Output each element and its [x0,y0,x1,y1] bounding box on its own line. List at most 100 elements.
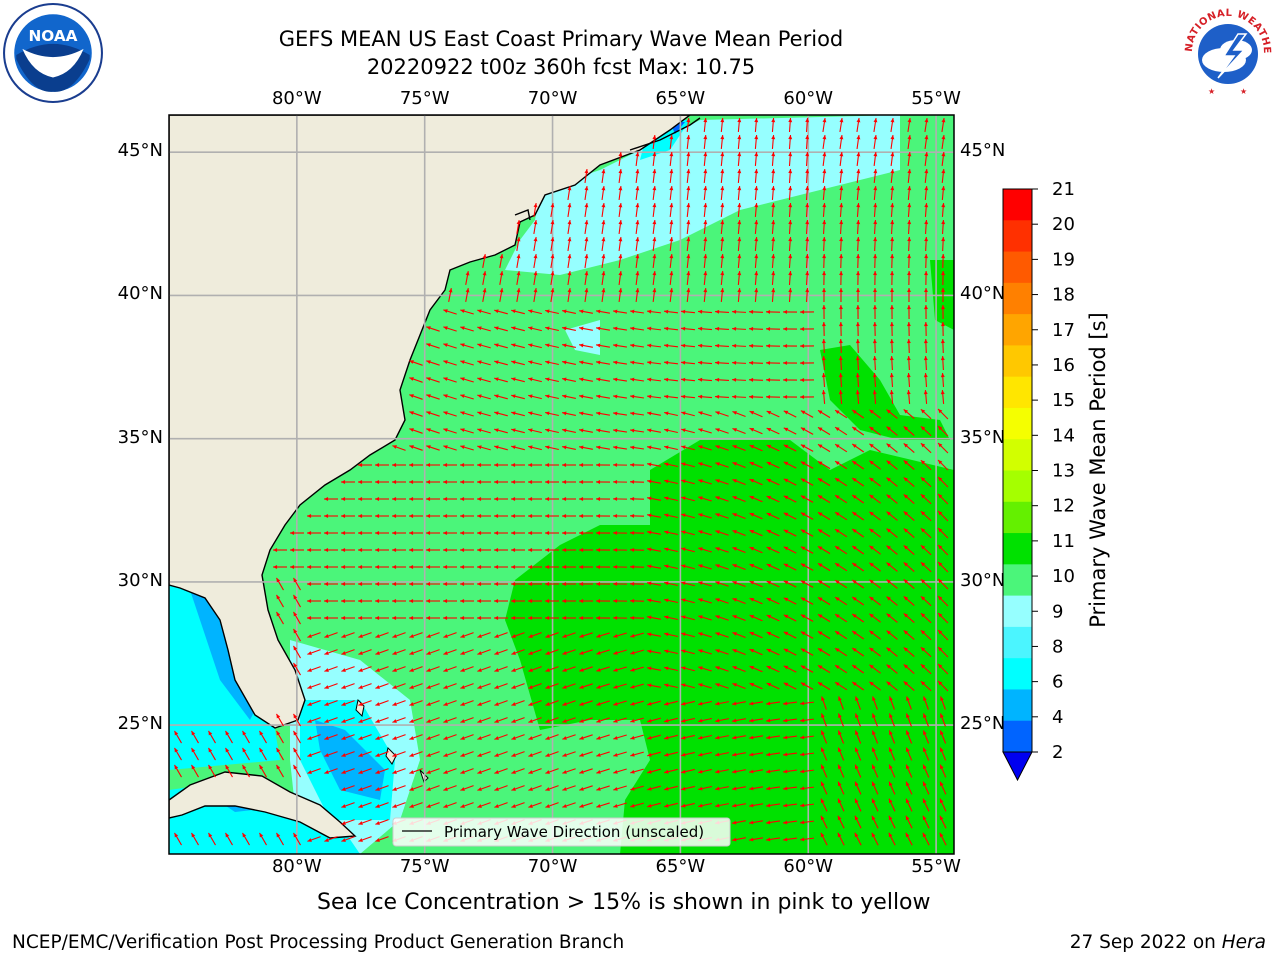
wave-direction-arrowhead [715,394,720,399]
wave-direction-arrowhead [511,565,516,569]
wave-direction-arrowhead [528,309,533,314]
wave-direction-arrowhead [409,719,414,723]
wave-direction-arrowhead [856,152,861,157]
wave-direction-arrowhead [855,390,860,395]
wave-direction-arrowhead [174,832,179,838]
wave-direction-arrowhead [681,649,686,654]
wave-direction-arrowhead [766,410,772,415]
wave-direction-arrowhead [737,288,742,293]
wave-direction-arrowhead [647,479,652,484]
wave-direction-arrowhead [511,428,516,433]
wave-direction-arrowhead [613,598,618,603]
wave-direction-arrowhead [669,152,674,157]
wave-direction-arrowhead [821,356,826,361]
wave-direction-arrowhead [618,271,623,276]
wave-direction-arrowhead [528,394,533,399]
wave-direction-arrowhead [528,565,533,569]
wave-direction-arrowhead [460,651,465,655]
ocean-field-10-11s [505,440,954,854]
wave-direction-arrowhead [477,582,482,586]
wave-direction-arrowhead [941,135,946,140]
wave-direction-arrowhead [516,220,521,225]
wave-direction-arrowhead [856,135,861,140]
wave-direction-arrowhead [903,443,909,448]
wave-direction-arrowhead [584,271,589,276]
wave-direction-arrowhead [426,753,431,757]
wave-direction-arrowhead [788,169,793,174]
wave-direction-arrowhead [545,651,550,655]
wave-direction-arrowhead [613,650,618,655]
wave-direction-arrowhead [460,719,465,723]
wave-direction-arrowhead [783,344,788,348]
wave-direction-arrowhead [460,463,465,467]
wave-direction-arrowhead [889,730,893,735]
colorbar-tick-label: 15 [1052,390,1075,411]
wave-direction-arrowhead [635,271,640,276]
wave-direction-arrowhead [852,426,857,431]
wave-direction-arrowhead [225,764,230,770]
wave-direction-arrowhead [839,220,844,225]
wave-direction-arrowhead [375,548,380,552]
wave-direction-arrowhead [630,598,635,603]
wave-direction-arrowhead [817,529,823,534]
wave-direction-arrowhead [835,410,840,415]
wave-direction-arrowhead [852,664,857,669]
wave-direction-arrowhead [494,531,499,535]
wave-direction-arrowhead [923,373,928,378]
wave-direction-arrowhead [635,203,640,208]
wave-direction-arrowhead [579,582,584,586]
wave-direction-arrowhead [528,445,533,450]
wave-direction-arrowhead [783,735,788,740]
wave-direction-arrowhead [647,718,652,723]
wave-direction-arrowhead [869,579,874,584]
wave-direction-arrowhead [838,322,843,327]
wave-direction-arrowhead [613,564,618,569]
lat-label-left: 45°N [117,140,163,162]
wave-direction-arrowhead [293,594,298,600]
wave-direction-arrowhead [732,632,737,636]
wave-direction-arrowhead [872,730,876,735]
wave-direction-arrowhead [715,598,720,602]
lon-label-top: 70°W [527,88,578,109]
wave-direction-arrowhead [443,804,448,808]
wave-direction-arrowhead [835,563,840,568]
wave-direction-arrowhead [579,377,584,382]
wave-direction-arrowhead [482,254,487,259]
wave-direction-arrowhead [869,681,874,686]
wave-direction-arrowhead [460,514,465,518]
wave-direction-arrowhead [630,394,635,399]
wave-direction-arrowhead [805,203,810,208]
wave-direction-arrowhead [681,394,686,399]
wave-direction-arrowhead [528,360,533,365]
wave-direction-arrowhead [766,820,771,825]
wave-direction-arrowhead [698,530,703,535]
colorbar-tick-label: 12 [1052,496,1075,517]
wave-direction-arrowhead [324,531,329,535]
wave-direction-arrowhead [358,736,363,740]
wave-direction-arrowhead [652,254,657,259]
wave-direction-arrowhead [890,169,895,174]
wave-direction-arrowhead [903,613,909,618]
wave-direction-arrowhead [821,373,826,378]
wave-direction-arrowhead [715,735,720,740]
wave-direction-arrowhead [886,460,891,465]
wave-direction-arrowhead [681,701,686,706]
wave-direction-arrowhead [941,203,946,208]
wave-direction-arrowhead [698,377,703,382]
wave-direction-arrowhead [647,445,652,450]
wave-direction-arrowhead [732,752,737,757]
wave-direction-arrowhead [276,747,281,753]
ocean-field-10-11s-patch [820,345,950,440]
wave-direction-arrowhead [681,803,686,808]
wave-direction-arrowhead [766,665,772,670]
wave-direction-arrowhead [938,460,943,465]
wave-direction-arrowhead [732,547,737,551]
wave-direction-arrowhead [681,479,686,484]
wave-direction-arrowhead [886,579,891,584]
wave-direction-arrowhead [749,615,755,619]
wave-direction-arrowhead [341,753,346,757]
wave-direction-arrowhead [443,651,448,655]
wave-direction-arrowhead [647,343,652,348]
wave-direction-arrowhead [494,514,499,518]
wave-direction-arrowhead [276,713,281,719]
